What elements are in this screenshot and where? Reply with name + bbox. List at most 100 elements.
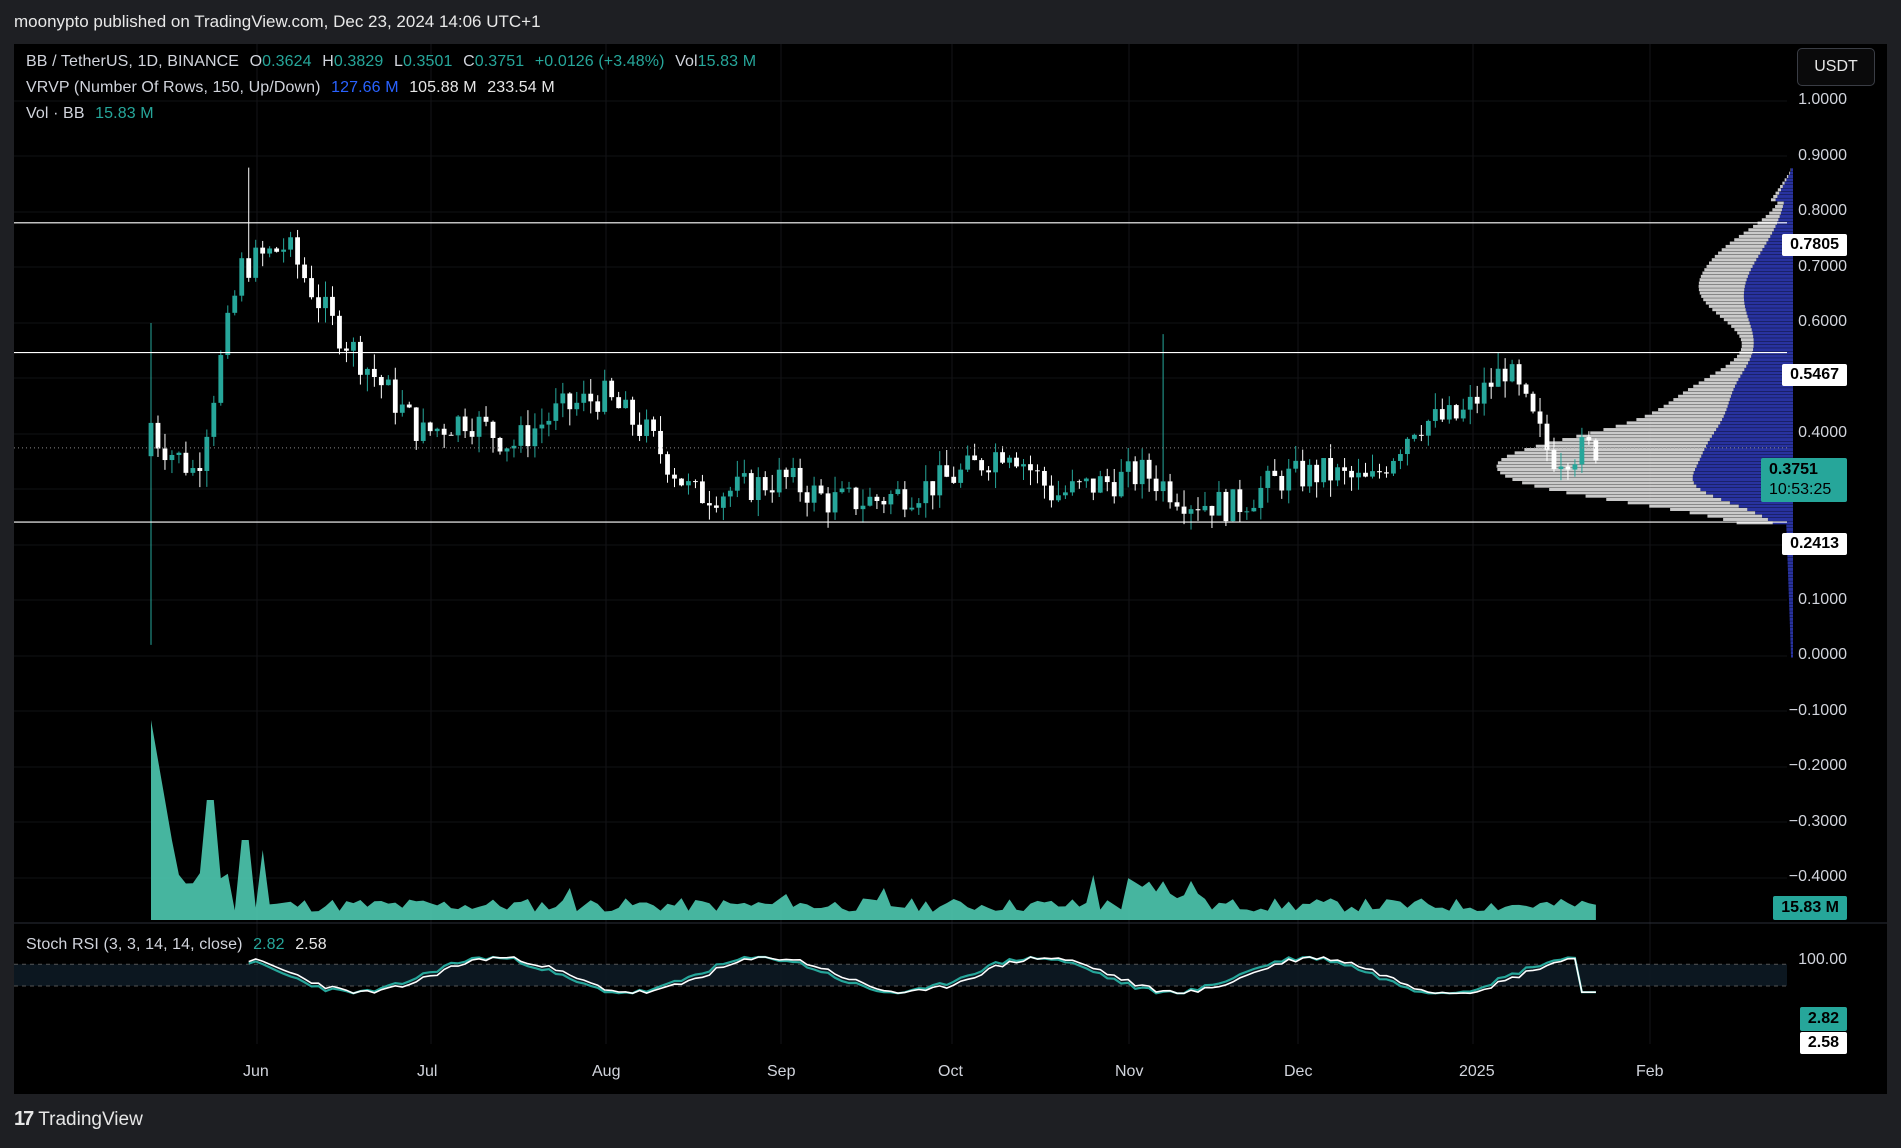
vrvp-down-bar	[1703, 298, 1745, 302]
candle-body	[525, 425, 531, 447]
countdown-value: 10:53:25	[1769, 481, 1832, 498]
candle-body	[1167, 481, 1173, 503]
vrvp-up-bar	[1696, 484, 1793, 488]
vrvp-legend[interactable]: VRVP (Number Of Rows, 150, Up/Down) 127.…	[26, 79, 561, 97]
last-price-value: 0.3751	[1769, 461, 1818, 478]
candle-body	[748, 473, 754, 501]
stoch-k-line	[248, 955, 1596, 995]
chart-area[interactable]: BB / TetherUS, 1D, BINANCE O0.3624 H0.38…	[14, 44, 1887, 1094]
candle-body	[1244, 511, 1250, 513]
vrvp-up-bar	[1749, 358, 1793, 362]
candle-body	[176, 452, 182, 455]
price-axis-tick: −0.3000	[1788, 812, 1847, 830]
vrvp-up-bar	[1716, 428, 1793, 432]
vrvp-down-bar	[1709, 261, 1755, 265]
price-axis-tick: 0.9000	[1798, 146, 1847, 164]
candle-body	[1188, 509, 1194, 514]
candle-body	[1062, 492, 1068, 496]
vrvp-down-bar	[1761, 218, 1779, 222]
candle-body	[825, 493, 831, 513]
vrvp-down-bar	[1497, 468, 1696, 472]
stoch-upper-label: 100.00	[1798, 951, 1847, 968]
vrvp-up-bar	[1791, 168, 1793, 172]
vrvp-up-bar	[1746, 364, 1793, 368]
vrvp-down-bar	[1723, 318, 1749, 322]
vrvp-down-bar	[1708, 304, 1745, 308]
symbol-legend[interactable]: BB / TetherUS, 1D, BINANCE O0.3624 H0.38…	[26, 53, 762, 71]
vrvp-up-bar	[1728, 401, 1793, 405]
candle-body	[741, 473, 747, 477]
candle-body	[1425, 420, 1431, 436]
stoch-k-tag: 2.82	[1799, 1007, 1847, 1031]
vrvp-up-bar	[1789, 607, 1793, 611]
candle-body	[1593, 440, 1599, 461]
vrvp-down-bar	[1644, 414, 1724, 418]
vrvp-down-bar	[1789, 171, 1790, 175]
vrvp-down-bar	[1699, 278, 1747, 282]
candle-body	[1565, 466, 1571, 470]
vrvp-down-bar	[1737, 331, 1753, 335]
candle-body	[1195, 509, 1201, 511]
candle-body	[1572, 464, 1578, 470]
candle-body	[1209, 505, 1215, 516]
vrvp-up-bar	[1707, 441, 1793, 445]
vrvp-up-bar	[1748, 318, 1793, 322]
vrvp-down-bar	[1698, 288, 1745, 292]
vrvp-up-bar	[1787, 554, 1793, 558]
vol-bb-label[interactable]: Vol · BB	[26, 105, 85, 122]
candle-body	[267, 248, 273, 254]
vrvp-down-bar	[1775, 191, 1780, 195]
vrvp-down-bar	[1730, 361, 1749, 365]
candle-body	[232, 295, 238, 313]
vrvp-down-bar	[1740, 348, 1754, 352]
candle-body	[727, 490, 733, 497]
candle-body	[993, 452, 998, 473]
stoch-legend[interactable]: Stoch RSI (3, 3, 14, 14, close) 2.82 2.5…	[26, 936, 333, 954]
vrvp-up-bar	[1755, 511, 1793, 515]
currency-button[interactable]: USDT	[1797, 48, 1875, 86]
candle-body	[371, 368, 377, 378]
candle-body	[1216, 491, 1222, 516]
vrvp-down-bar	[1548, 441, 1708, 445]
vrvp-down-bar	[1782, 181, 1785, 185]
vrvp-up-bar	[1789, 621, 1793, 625]
vrvp-up-bar	[1784, 181, 1793, 185]
vrvp-down-bar	[1773, 194, 1778, 198]
vrvp-down-bar	[1736, 521, 1773, 525]
candle-body	[1104, 476, 1110, 483]
candle-body	[1391, 460, 1396, 474]
candle-body	[169, 454, 175, 461]
candle-body	[679, 478, 684, 486]
vrvp-down-bar	[1741, 341, 1754, 345]
vrvp-up-bar	[1787, 567, 1793, 571]
vrvp-up-bar	[1701, 454, 1793, 458]
candle-body	[302, 264, 307, 279]
vrvp-label[interactable]: VRVP (Number Of Rows, 150, Up/Down)	[26, 79, 321, 96]
volume-legend[interactable]: Vol · BB 15.83 M	[26, 105, 160, 123]
candle-body	[916, 503, 922, 508]
candle-body	[860, 505, 866, 510]
candle-body	[539, 424, 545, 429]
vrvp-down-bar	[1721, 248, 1763, 252]
candle-body	[218, 355, 224, 403]
symbol-name[interactable]: BB / TetherUS, 1D, BINANCE	[26, 53, 240, 70]
stoch-label[interactable]: Stoch RSI (3, 3, 14, 14, close)	[26, 936, 243, 953]
tradingview-logo[interactable]: 17 TradingView	[14, 1108, 143, 1131]
candle-body	[1014, 457, 1019, 467]
candle-body	[909, 507, 915, 510]
vrvp-down-bar	[1741, 344, 1754, 348]
vrvp-down-bar	[1716, 311, 1747, 315]
vrvp-down-bar	[1786, 174, 1789, 178]
close-value: 0.3751	[474, 53, 525, 70]
candle-body	[658, 430, 663, 455]
chart-canvas[interactable]	[14, 44, 1887, 1094]
candle-body	[944, 465, 950, 477]
price-axis-tick: 1.0000	[1798, 91, 1847, 108]
vrvp-down-bar	[1748, 228, 1774, 232]
vrvp-up-bar	[1734, 384, 1793, 388]
candle-body	[616, 397, 622, 409]
vrvp-up-bar	[1743, 294, 1793, 298]
candle-body	[665, 454, 670, 475]
candle-body	[1342, 467, 1347, 471]
candle-body	[378, 377, 384, 386]
